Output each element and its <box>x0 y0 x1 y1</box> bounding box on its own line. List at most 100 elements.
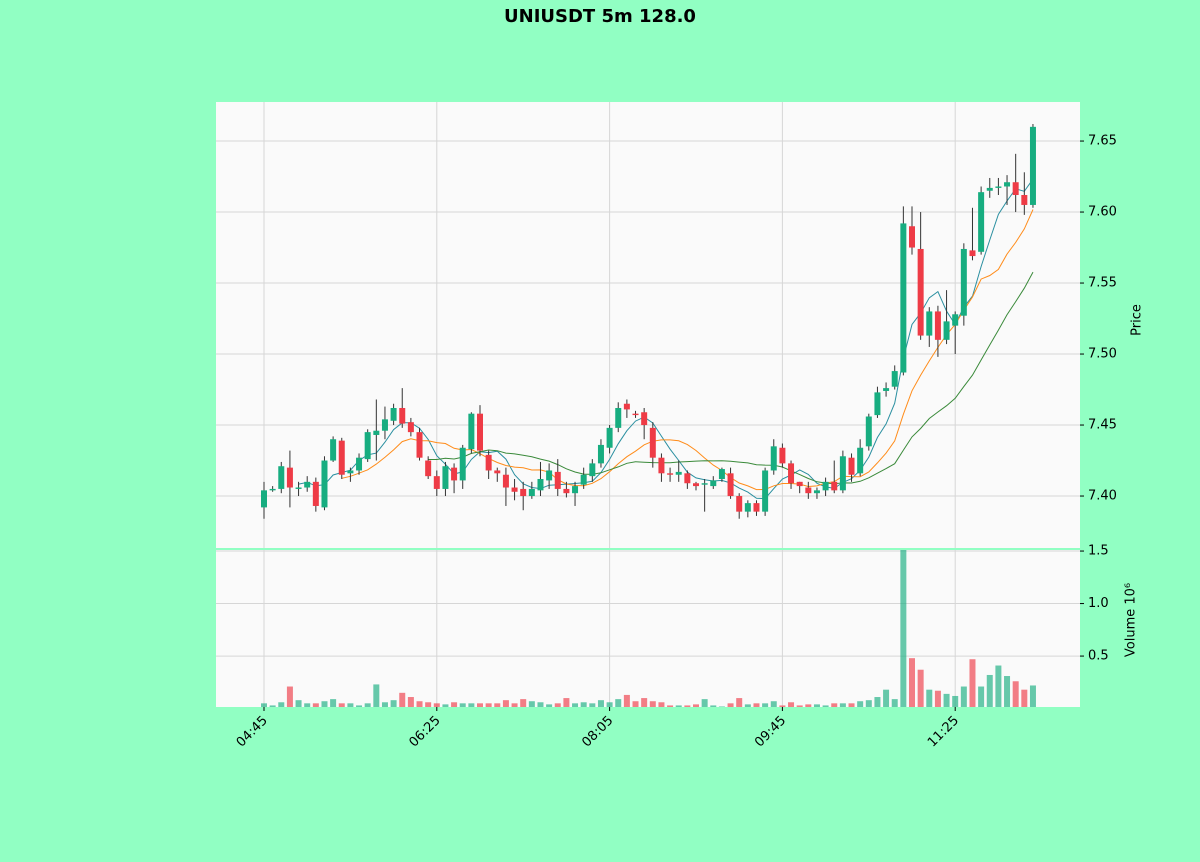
candle-body <box>286 467 293 488</box>
candle-body <box>381 419 388 431</box>
volume-bar <box>286 686 293 707</box>
volume-bar <box>606 702 613 707</box>
volume-bar <box>675 705 682 707</box>
volume-bar <box>485 703 492 707</box>
candle-body <box>399 407 406 424</box>
volume-bar <box>883 689 890 707</box>
volume-bar <box>381 702 388 707</box>
volume-bar <box>744 704 751 707</box>
volume-bar <box>943 693 950 707</box>
volume-bar <box>623 694 630 707</box>
candle-body <box>788 463 795 484</box>
volume-bar <box>572 703 579 707</box>
volume-bar <box>468 703 475 707</box>
y-tick-label: 7.60 <box>1088 205 1117 220</box>
candle-body <box>554 471 561 489</box>
volume-bar <box>960 686 967 707</box>
moving-average <box>428 271 1034 485</box>
x-tick-label: 08:05 <box>579 713 616 750</box>
volume-bar <box>304 703 311 707</box>
volume-bar <box>891 699 898 707</box>
volume-bar <box>338 703 345 707</box>
volume-bar <box>356 705 363 707</box>
y-tick-label: 7.55 <box>1088 276 1117 291</box>
volume-bar <box>589 703 596 707</box>
candle-body <box>874 392 881 416</box>
candle-body <box>364 432 371 460</box>
volume-bar <box>546 704 553 707</box>
candle-body <box>883 388 890 391</box>
candle-body <box>278 466 285 489</box>
volume-bar <box>399 692 406 707</box>
price-axis-label: Price <box>1130 304 1145 336</box>
y-tick-label: 7.45 <box>1088 418 1117 433</box>
volume-bar <box>926 689 933 707</box>
y-tick-label: 7.65 <box>1088 134 1117 149</box>
candle-body <box>762 470 769 512</box>
volume-bar <box>580 702 587 707</box>
volume-bar <box>986 674 993 707</box>
candle-body <box>416 432 423 458</box>
volume-bar <box>261 703 267 707</box>
x-tick-label: 09:45 <box>752 713 789 750</box>
candle-body <box>261 490 267 508</box>
volume-bar <box>597 700 604 707</box>
candle-body <box>848 457 855 475</box>
volume-bar <box>502 700 509 707</box>
volume-bar <box>433 703 440 707</box>
candle-body <box>356 457 363 471</box>
candle-body <box>580 474 587 485</box>
candle-body <box>1029 126 1036 205</box>
candle-body <box>986 187 993 191</box>
volume-bar <box>710 705 717 707</box>
candle-body <box>969 250 976 257</box>
candle-body <box>934 311 941 340</box>
candle-body <box>736 496 743 512</box>
volume-bar <box>1021 689 1028 707</box>
candle-body <box>502 474 509 488</box>
candle-body <box>839 456 846 491</box>
volume-bar <box>684 705 691 707</box>
volume-bar <box>865 700 872 707</box>
volume-bar <box>494 703 501 707</box>
volume-bar <box>1004 676 1011 707</box>
candle-body <box>1012 182 1019 196</box>
volume-bar <box>813 704 820 707</box>
candle-body <box>753 503 760 512</box>
candle-body <box>312 481 319 506</box>
candle-body <box>822 481 829 491</box>
candle-body <box>407 422 414 433</box>
candle-body <box>537 478 544 491</box>
candle-body <box>347 470 354 474</box>
candle-body <box>693 483 699 487</box>
candle-body <box>459 447 466 481</box>
volume-bar <box>857 701 864 707</box>
candle-body <box>831 481 838 491</box>
candle-body <box>649 427 656 458</box>
candle-body <box>909 226 915 248</box>
volume-bar <box>1029 685 1036 707</box>
candle-body <box>952 314 959 326</box>
volume-bar <box>727 703 734 707</box>
x-tick-label: 04:45 <box>234 713 271 750</box>
volume-bar <box>667 705 674 707</box>
candle-body <box>546 470 553 481</box>
candle-body <box>520 488 527 497</box>
candle-body <box>917 248 924 336</box>
volume-bar <box>718 706 725 707</box>
candle-body <box>865 416 872 447</box>
volume-bar <box>649 701 656 707</box>
volume-bar <box>373 684 380 707</box>
candle-body <box>978 192 985 252</box>
candle-body <box>373 430 380 435</box>
candle-body <box>710 480 717 487</box>
volume-bar <box>805 704 812 707</box>
volume-bar <box>874 697 881 707</box>
candle-body <box>770 446 777 471</box>
volume-bar <box>917 669 924 707</box>
volume-bar <box>364 703 371 707</box>
y-tick-label: 7.40 <box>1088 489 1117 504</box>
volume-bar <box>615 699 622 707</box>
volume-bar <box>762 703 769 707</box>
